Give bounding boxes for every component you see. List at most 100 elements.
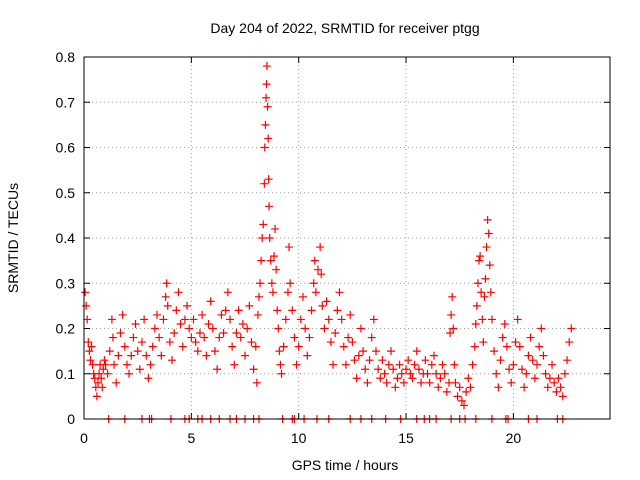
- data-point: [378, 356, 387, 365]
- data-point: [217, 310, 226, 319]
- data-point: [272, 265, 281, 274]
- data-point: [249, 365, 258, 374]
- data-point: [298, 292, 307, 301]
- data-point: [243, 324, 252, 333]
- data-point: [266, 256, 275, 265]
- data-point: [116, 329, 125, 338]
- data-point: [82, 301, 91, 310]
- data-point: [462, 387, 471, 396]
- data-point: [172, 306, 181, 315]
- data-point: [371, 347, 380, 356]
- data-point: [198, 310, 207, 319]
- data-point: [480, 292, 489, 301]
- data-point: [481, 274, 490, 283]
- y-tick-label: 0.5: [56, 185, 76, 201]
- data-point: [254, 292, 263, 301]
- data-point: [174, 288, 183, 297]
- data-point: [83, 315, 92, 324]
- data-point: [206, 297, 215, 306]
- data-point: [496, 356, 505, 365]
- data-point: [423, 369, 432, 378]
- data-point: [468, 360, 477, 369]
- data-point: [545, 374, 554, 383]
- data-point: [397, 369, 406, 378]
- data-point: [318, 301, 327, 310]
- data-point: [281, 315, 290, 324]
- data-point: [86, 356, 95, 365]
- data-point: [438, 360, 447, 369]
- data-point: [486, 288, 495, 297]
- data-point: [150, 324, 159, 333]
- data-point: [292, 360, 301, 369]
- data-point: [253, 310, 262, 319]
- data-point: [161, 292, 170, 301]
- data-point: [213, 365, 222, 374]
- data-point: [341, 360, 350, 369]
- data-point: [157, 351, 166, 360]
- y-tick-label: 0.4: [56, 230, 76, 246]
- data-point: [135, 365, 144, 374]
- data-point: [274, 324, 283, 333]
- data-point: [105, 347, 114, 356]
- data-point: [210, 347, 219, 356]
- data-point: [389, 365, 398, 374]
- data-point: [148, 342, 157, 351]
- data-point: [391, 383, 400, 392]
- data-point: [322, 297, 331, 306]
- data-point: [475, 256, 484, 265]
- data-point: [87, 342, 96, 351]
- data-point: [473, 279, 482, 288]
- data-point: [537, 324, 546, 333]
- data-point: [517, 365, 526, 374]
- data-point: [500, 319, 509, 328]
- data-point: [225, 315, 234, 324]
- data-point: [554, 374, 563, 383]
- data-point: [133, 347, 142, 356]
- data-point: [93, 378, 102, 387]
- data-point: [288, 306, 297, 315]
- data-point: [335, 288, 344, 297]
- data-point: [259, 220, 268, 229]
- x-axis-label: GPS time / hours: [292, 457, 399, 473]
- data-point: [183, 301, 192, 310]
- data-point: [552, 387, 561, 396]
- y-tick-label: 0.7: [56, 94, 76, 110]
- data-point: [219, 329, 228, 338]
- data-point: [387, 347, 396, 356]
- data-point: [232, 329, 241, 338]
- data-point: [490, 347, 499, 356]
- data-point: [417, 378, 426, 387]
- x-tick-label: 20: [506, 430, 522, 446]
- data-point: [142, 351, 151, 360]
- y-tick-label: 0.1: [56, 366, 76, 382]
- data-point: [283, 288, 292, 297]
- data-point: [110, 360, 119, 369]
- data-point: [223, 288, 232, 297]
- data-point: [543, 383, 552, 392]
- data-point: [434, 383, 443, 392]
- data-point: [305, 333, 314, 342]
- data-point: [271, 224, 280, 233]
- data-point: [193, 347, 202, 356]
- data-point: [127, 351, 136, 360]
- data-point: [410, 360, 419, 369]
- data-point: [483, 215, 492, 224]
- data-point: [539, 351, 548, 360]
- data-point: [448, 292, 457, 301]
- data-point: [484, 229, 493, 238]
- data-point: [346, 310, 355, 319]
- data-point: [228, 342, 237, 351]
- data-point: [350, 356, 359, 365]
- data-point: [535, 342, 544, 351]
- data-point: [449, 324, 458, 333]
- x-tick-label: 5: [187, 430, 195, 446]
- data-point: [363, 378, 372, 387]
- data-point: [202, 351, 211, 360]
- data-point: [260, 143, 269, 152]
- data-point: [162, 279, 171, 288]
- data-point: [558, 392, 567, 401]
- data-point: [399, 378, 408, 387]
- data-point: [471, 319, 480, 328]
- data-point: [344, 333, 353, 342]
- data-point: [402, 365, 411, 374]
